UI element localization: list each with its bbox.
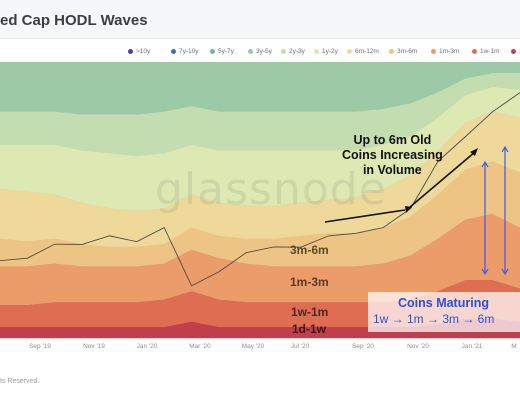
band-2y-3y — [0, 73, 520, 156]
maturing-arrowhead-1 — [501, 145, 509, 276]
x-tick-label: Jan '20 — [137, 343, 158, 350]
coins-maturing-sequence: 1w → 1m → 3m → 6m — [373, 312, 495, 326]
chart-area — [0, 62, 520, 338]
x-tick-label: M — [511, 343, 516, 350]
legend-label: 1y-2y — [322, 48, 338, 55]
legend-label: >10y — [136, 48, 151, 55]
band-label-1w-1m: 1w-1m — [291, 305, 329, 319]
legend-dot — [128, 49, 133, 54]
legend-dot — [248, 49, 253, 54]
legend-dot — [210, 49, 215, 54]
price-line — [0, 92, 520, 287]
legend-dot — [511, 49, 516, 54]
legend-label: 1w-1m — [480, 48, 500, 55]
annotation-line-2: Coins Increasing — [342, 148, 443, 162]
legend-dot — [389, 49, 394, 54]
band-1m-3m — [0, 213, 520, 305]
band-label-1m-3m: 1m-3m — [290, 275, 329, 289]
legend-label: 2y-3y — [289, 48, 305, 55]
legend-label: 3m-6m — [397, 48, 418, 55]
legend-item-3y-5y[interactable]: 3y-5y — [248, 48, 272, 55]
legend-item-1d-1w[interactable]: 1d-1w — [511, 48, 520, 55]
annotation-main: Up to 6m Old Coins Increasing in Volume — [342, 133, 443, 178]
x-axis: Sep '19 Nov '19 Jan '20 Mar '20 May '20 Jul '… — [0, 338, 520, 351]
x-tick-label: Jul '20 — [291, 343, 310, 350]
legend-item-5y-7y[interactable]: 5y-7y — [210, 48, 234, 55]
legend-dot — [472, 49, 477, 54]
maturing-arrowhead-0 — [481, 160, 489, 276]
footer-text: ts Reserved. — [0, 378, 40, 385]
band-3y-5y — [0, 62, 520, 115]
band-6m-12m — [0, 111, 520, 247]
legend-dot — [281, 49, 286, 54]
x-tick-label: Sep '20 — [352, 343, 374, 350]
chart-title: ed Cap HODL Waves — [0, 12, 148, 29]
x-tick-label: Nov '20 — [407, 343, 429, 350]
legend-label: 1m-3m — [439, 48, 460, 55]
hodl-waves-chart — [0, 62, 520, 338]
legend-item-7y-10y[interactable]: 7y-10y — [171, 48, 199, 55]
band-1y-2y — [0, 86, 520, 212]
legend-dot — [347, 49, 352, 54]
legend: >10y 7y-10y 5y-7y 3y-5y 2y-3y 1y-2y 6m-12m 3m-6… — [128, 48, 520, 60]
legend-item-6m-12m[interactable]: 6m-12m — [347, 48, 379, 55]
watermark: glassnode — [155, 164, 387, 215]
x-tick-label: Mar '20 — [189, 343, 211, 350]
legend-dot — [431, 49, 436, 54]
band-3m-6m — [0, 161, 520, 267]
legend-label: 3y-5y — [256, 48, 272, 55]
legend-item-1w-1m[interactable]: 1w-1m — [472, 48, 500, 55]
coins-maturing-box — [368, 292, 520, 332]
legend-label: 7y-10y — [179, 48, 199, 55]
legend-label: 6m-12m — [355, 48, 379, 55]
x-tick-label: Jan '21 — [462, 343, 483, 350]
band-1d-1w — [0, 318, 520, 338]
legend-item-2y-3y[interactable]: 2y-3y — [281, 48, 305, 55]
annotation-line-3: in Volume — [362, 163, 422, 177]
coins-maturing-title: Coins Maturing — [398, 296, 489, 310]
annotation-arrow — [324, 151, 476, 223]
band-label-3m-6m: 3m-6m — [290, 243, 329, 257]
legend-item-1y-2y[interactable]: 1y-2y — [314, 48, 338, 55]
legend-label: 5y-7y — [218, 48, 234, 55]
header-bar — [0, 0, 520, 39]
legend-dot — [314, 49, 319, 54]
x-tick-label: Nov '19 — [83, 343, 105, 350]
annotation-line-1: Up to 6m Old — [353, 133, 432, 147]
legend-item-1m-3m[interactable]: 1m-3m — [431, 48, 459, 55]
band-label-1d-1w: 1d-1w — [292, 322, 327, 336]
x-tick-label: May '20 — [242, 343, 265, 350]
legend-dot — [171, 49, 176, 54]
legend-item-3m-6m[interactable]: 3m-6m — [389, 48, 417, 55]
legend-item--10y[interactable]: >10y — [128, 48, 150, 55]
x-tick-label: Sep '19 — [29, 343, 51, 350]
